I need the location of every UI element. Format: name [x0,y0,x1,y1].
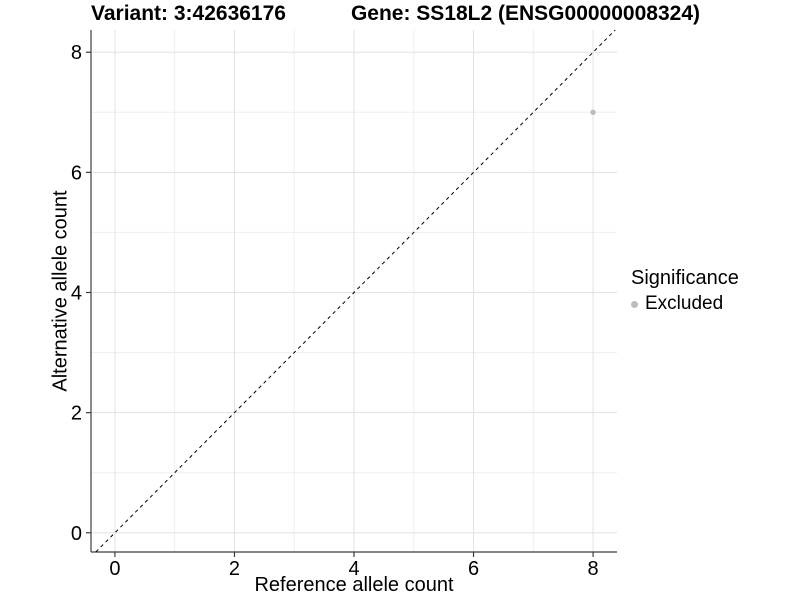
data-point-excluded [590,109,596,115]
legend-key-dot [631,300,638,308]
identity-dashed-line [95,29,616,553]
x-tick-label-0: 0 [109,558,120,580]
plot-titles: Variant: 3:42636176 Gene: SS18L2 (ENSG00… [91,2,700,26]
x-tick-label-6: 6 [468,558,479,580]
legend-entry-label: Excluded [645,293,724,314]
y-tick-label-8: 8 [71,42,82,64]
legend-title: Significance [631,267,739,289]
legend: Significance Excluded [631,267,739,315]
y-tick-label-6: 6 [71,162,82,184]
y-tick-label-0: 0 [71,523,82,545]
x-tick-label-2: 2 [229,558,240,580]
y-tick-label-2: 2 [71,403,82,425]
variant-title: Variant: 3:42636176 [91,2,286,25]
y-tick-label-4: 4 [71,283,82,305]
x-tick-label-8: 8 [588,558,599,580]
gene-title: Gene: SS18L2 (ENSG00000008324) [350,2,700,25]
x-tick-label-4: 4 [348,558,359,580]
x-axis-title: Reference allele count [254,574,454,596]
legend-entry: Excluded [631,293,739,315]
y-axis-title: Alternative allele count [49,190,72,392]
